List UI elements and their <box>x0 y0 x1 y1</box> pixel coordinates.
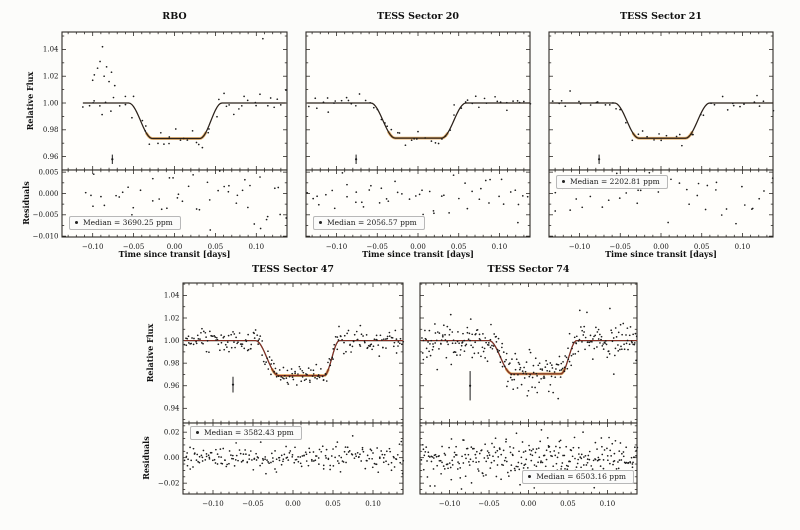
x-tick-label: −0.05 <box>367 243 388 251</box>
median-legend-label: Median = 3690.25 ppm <box>83 218 173 227</box>
x-tick-label: 0.05 <box>208 243 224 251</box>
panel-title-tess-sector-47: TESS Sector 47 <box>251 264 335 275</box>
x-tick-label: −0.10 <box>82 243 103 251</box>
x-tick-label: 0.00 <box>521 500 537 508</box>
y-tick-label: 0.000 <box>38 190 58 198</box>
median-legend-tess-74: Median = 6503.16 ppm <box>522 470 634 484</box>
residual-data-points <box>183 435 405 475</box>
y-tick-label: 0.98 <box>43 126 59 134</box>
x-tick-label: 0.00 <box>167 243 183 251</box>
panel-title-tess-sector-20: TESS Sector 20 <box>376 11 460 22</box>
panel-tess-sector-21: −0.10 −0.05 0.00 0.05 0.10 <box>548 31 775 251</box>
panel-title-tess-sector-74: TESS Sector 74 <box>487 264 570 275</box>
flux-axes <box>61 31 288 171</box>
flux-data-points <box>308 93 532 147</box>
transit-model-line-red <box>184 340 404 377</box>
x-tick-label: 0.10 <box>365 500 381 508</box>
flux-axes <box>548 31 774 171</box>
y-tick-label: 1.02 <box>164 314 180 322</box>
transit-model-line <box>307 102 531 139</box>
y-tick-label: 0.00 <box>164 454 180 462</box>
panel-title-tess-sector-21: TESS Sector 21 <box>619 11 703 22</box>
legend-marker-icon <box>196 431 199 435</box>
y-tick-label: 1.00 <box>43 99 59 107</box>
flux-data-points <box>421 307 638 400</box>
residuals-axis-label-rbo: Residuals <box>21 181 31 225</box>
x-tick-label: 0.05 <box>325 500 341 508</box>
time-axis-label-rbo: Time since transit [days] <box>118 249 231 259</box>
transit-model-line-red <box>421 340 638 375</box>
median-legend-label: Median = 6503.16 ppm <box>536 472 626 481</box>
time-axis-label-tess-21: Time since transit [days] <box>605 249 717 259</box>
x-tick-label: −0.10 <box>326 243 347 251</box>
y-tick-label: 0.98 <box>164 359 180 367</box>
y-tick-label: 0.96 <box>164 382 180 390</box>
time-axis-label-tess-20: Time since transit [days] <box>362 249 474 259</box>
y-tick-label: −0.005 <box>33 211 59 219</box>
transit-model-line <box>550 102 774 139</box>
legend-marker-icon <box>75 221 78 225</box>
y-tick-label: 1.04 <box>43 46 59 54</box>
legend-marker-icon <box>528 475 532 479</box>
x-tick-label: −0.10 <box>569 243 590 251</box>
x-tick-label: −0.05 <box>610 243 631 251</box>
x-tick-label: 0.10 <box>249 243 265 251</box>
median-legend-label: Median = 2202.81 ppm <box>570 177 660 186</box>
panel-tess-sector-20: −0.10 −0.05 0.00 0.05 0.10 <box>305 31 532 251</box>
panel-tess-sector-74: −0.10 −0.05 0.00 0.05 0.10 <box>419 282 639 508</box>
y-tick-label: 1.00 <box>164 337 180 345</box>
x-tick-label: −0.10 <box>202 500 223 508</box>
x-tick-label: 0.00 <box>653 243 669 251</box>
x-tick-label: 0.10 <box>600 500 616 508</box>
x-tick-label: 0.10 <box>492 243 508 251</box>
y-tick-label: 0.96 <box>43 153 59 161</box>
y-tick-label: −0.02 <box>158 479 179 487</box>
x-tick-label: 0.00 <box>285 500 301 508</box>
legend-marker-icon <box>319 221 322 225</box>
flux-axes <box>305 31 531 171</box>
flux-data-points <box>183 324 405 386</box>
residuals-axis-label-tess-47: Residuals <box>141 436 151 480</box>
flux-axis-label-tess-47: Relative Flux <box>145 323 155 383</box>
y-tick-label: 0.005 <box>38 168 58 176</box>
x-tick-label: 0.00 <box>410 243 426 251</box>
median-legend-label: Median = 2056.57 ppm <box>327 218 417 227</box>
median-legend-label: Median = 3582.43 ppm <box>204 428 294 437</box>
x-tick-label: −0.05 <box>123 243 144 251</box>
x-tick-label: 0.10 <box>735 243 751 251</box>
y-tick-label: 0.02 <box>164 428 180 436</box>
flux-data-points <box>551 90 775 147</box>
y-tick-label: 0.94 <box>164 405 180 413</box>
y-tick-label: 1.04 <box>164 292 180 300</box>
flux-axes <box>419 282 638 424</box>
y-tick-label: 1.02 <box>43 73 59 81</box>
x-tick-label: 0.05 <box>451 243 467 251</box>
median-legend-tess-21: Median = 2202.81 ppm <box>556 175 668 189</box>
x-tick-label: −0.05 <box>242 500 263 508</box>
median-legend-tess-20: Median = 2056.57 ppm <box>313 216 425 230</box>
panel-tess-sector-47: 1.04 1.02 1.00 0.98 0.96 0.94 0.02 0.00 −0.02 −0.… <box>158 282 405 508</box>
x-tick-label: 0.05 <box>694 243 710 251</box>
median-legend-tess-47: Median = 3582.43 ppm <box>190 426 302 440</box>
y-tick-label: −0.010 <box>33 232 59 240</box>
flux-axes <box>182 282 404 424</box>
x-tick-label: −0.10 <box>439 500 460 508</box>
panel-title-rbo: RBO <box>162 11 187 22</box>
flux-axis-label-rbo: Relative Flux <box>25 71 35 131</box>
x-tick-label: 0.05 <box>560 500 576 508</box>
flux-data-points <box>82 37 287 149</box>
x-tick-label: −0.05 <box>478 500 499 508</box>
median-legend-rbo: Median = 3690.25 ppm <box>69 216 181 230</box>
legend-marker-icon <box>562 180 565 184</box>
